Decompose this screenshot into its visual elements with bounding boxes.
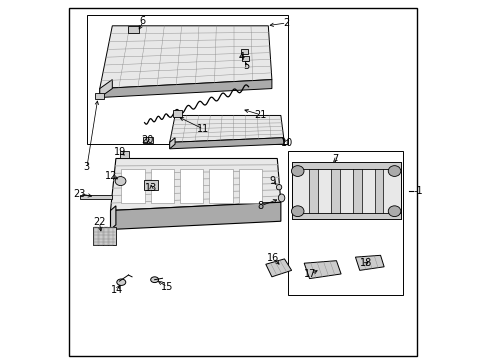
Polygon shape — [122, 169, 145, 203]
Polygon shape — [170, 138, 175, 149]
Polygon shape — [93, 226, 116, 245]
Bar — [87, 15, 288, 144]
Text: 8: 8 — [257, 201, 264, 211]
Ellipse shape — [115, 177, 126, 185]
Polygon shape — [111, 158, 281, 211]
Text: 4: 4 — [238, 52, 245, 62]
Bar — [143, 136, 153, 143]
Text: 9: 9 — [270, 176, 276, 186]
Bar — [172, 110, 181, 117]
Polygon shape — [100, 80, 112, 98]
Bar — [243, 56, 249, 60]
Text: 7: 7 — [333, 154, 339, 164]
Bar — [128, 26, 139, 33]
Bar — [109, 226, 113, 245]
Text: 18: 18 — [360, 258, 372, 268]
Text: 16: 16 — [267, 253, 279, 263]
Bar — [288, 151, 403, 295]
Text: 20: 20 — [141, 135, 154, 145]
Bar — [331, 166, 340, 216]
Bar — [241, 49, 248, 54]
Bar — [99, 226, 102, 245]
Ellipse shape — [276, 184, 282, 190]
Bar — [292, 162, 401, 168]
Ellipse shape — [388, 206, 401, 217]
Polygon shape — [100, 80, 272, 98]
Text: 10: 10 — [281, 139, 294, 148]
Text: 23: 23 — [73, 189, 86, 199]
Polygon shape — [239, 169, 262, 203]
Ellipse shape — [151, 277, 159, 283]
Polygon shape — [111, 206, 116, 229]
Polygon shape — [180, 169, 203, 203]
Ellipse shape — [292, 166, 304, 176]
Text: 6: 6 — [140, 17, 146, 27]
Bar — [292, 213, 401, 220]
Bar — [292, 162, 401, 220]
Polygon shape — [100, 26, 272, 89]
Polygon shape — [210, 169, 233, 203]
Bar — [95, 226, 98, 245]
Text: 19: 19 — [115, 147, 127, 157]
Bar — [80, 195, 112, 199]
Text: 22: 22 — [93, 217, 105, 227]
Text: 13: 13 — [145, 183, 157, 193]
Ellipse shape — [292, 206, 304, 217]
Text: -1: -1 — [414, 186, 423, 196]
Polygon shape — [151, 169, 174, 203]
Text: 12: 12 — [105, 171, 118, 181]
FancyBboxPatch shape — [120, 151, 129, 158]
Polygon shape — [170, 116, 284, 142]
Bar — [309, 166, 318, 216]
Bar — [353, 166, 362, 216]
Text: 11: 11 — [197, 124, 209, 134]
Text: 2: 2 — [283, 18, 290, 28]
Ellipse shape — [388, 166, 401, 176]
Bar — [104, 226, 108, 245]
Bar — [375, 166, 383, 216]
Text: 17: 17 — [304, 269, 317, 279]
Bar — [144, 180, 158, 190]
Ellipse shape — [278, 194, 285, 202]
Text: 3: 3 — [83, 162, 90, 172]
Text: 21: 21 — [254, 110, 266, 120]
Bar — [95, 93, 104, 99]
Polygon shape — [304, 261, 341, 279]
Text: 5: 5 — [244, 61, 250, 71]
Polygon shape — [266, 259, 292, 277]
Polygon shape — [170, 138, 284, 149]
Ellipse shape — [117, 279, 126, 285]
Text: 14: 14 — [110, 285, 122, 296]
Polygon shape — [355, 255, 384, 270]
Text: 15: 15 — [161, 282, 173, 292]
Polygon shape — [111, 202, 281, 229]
